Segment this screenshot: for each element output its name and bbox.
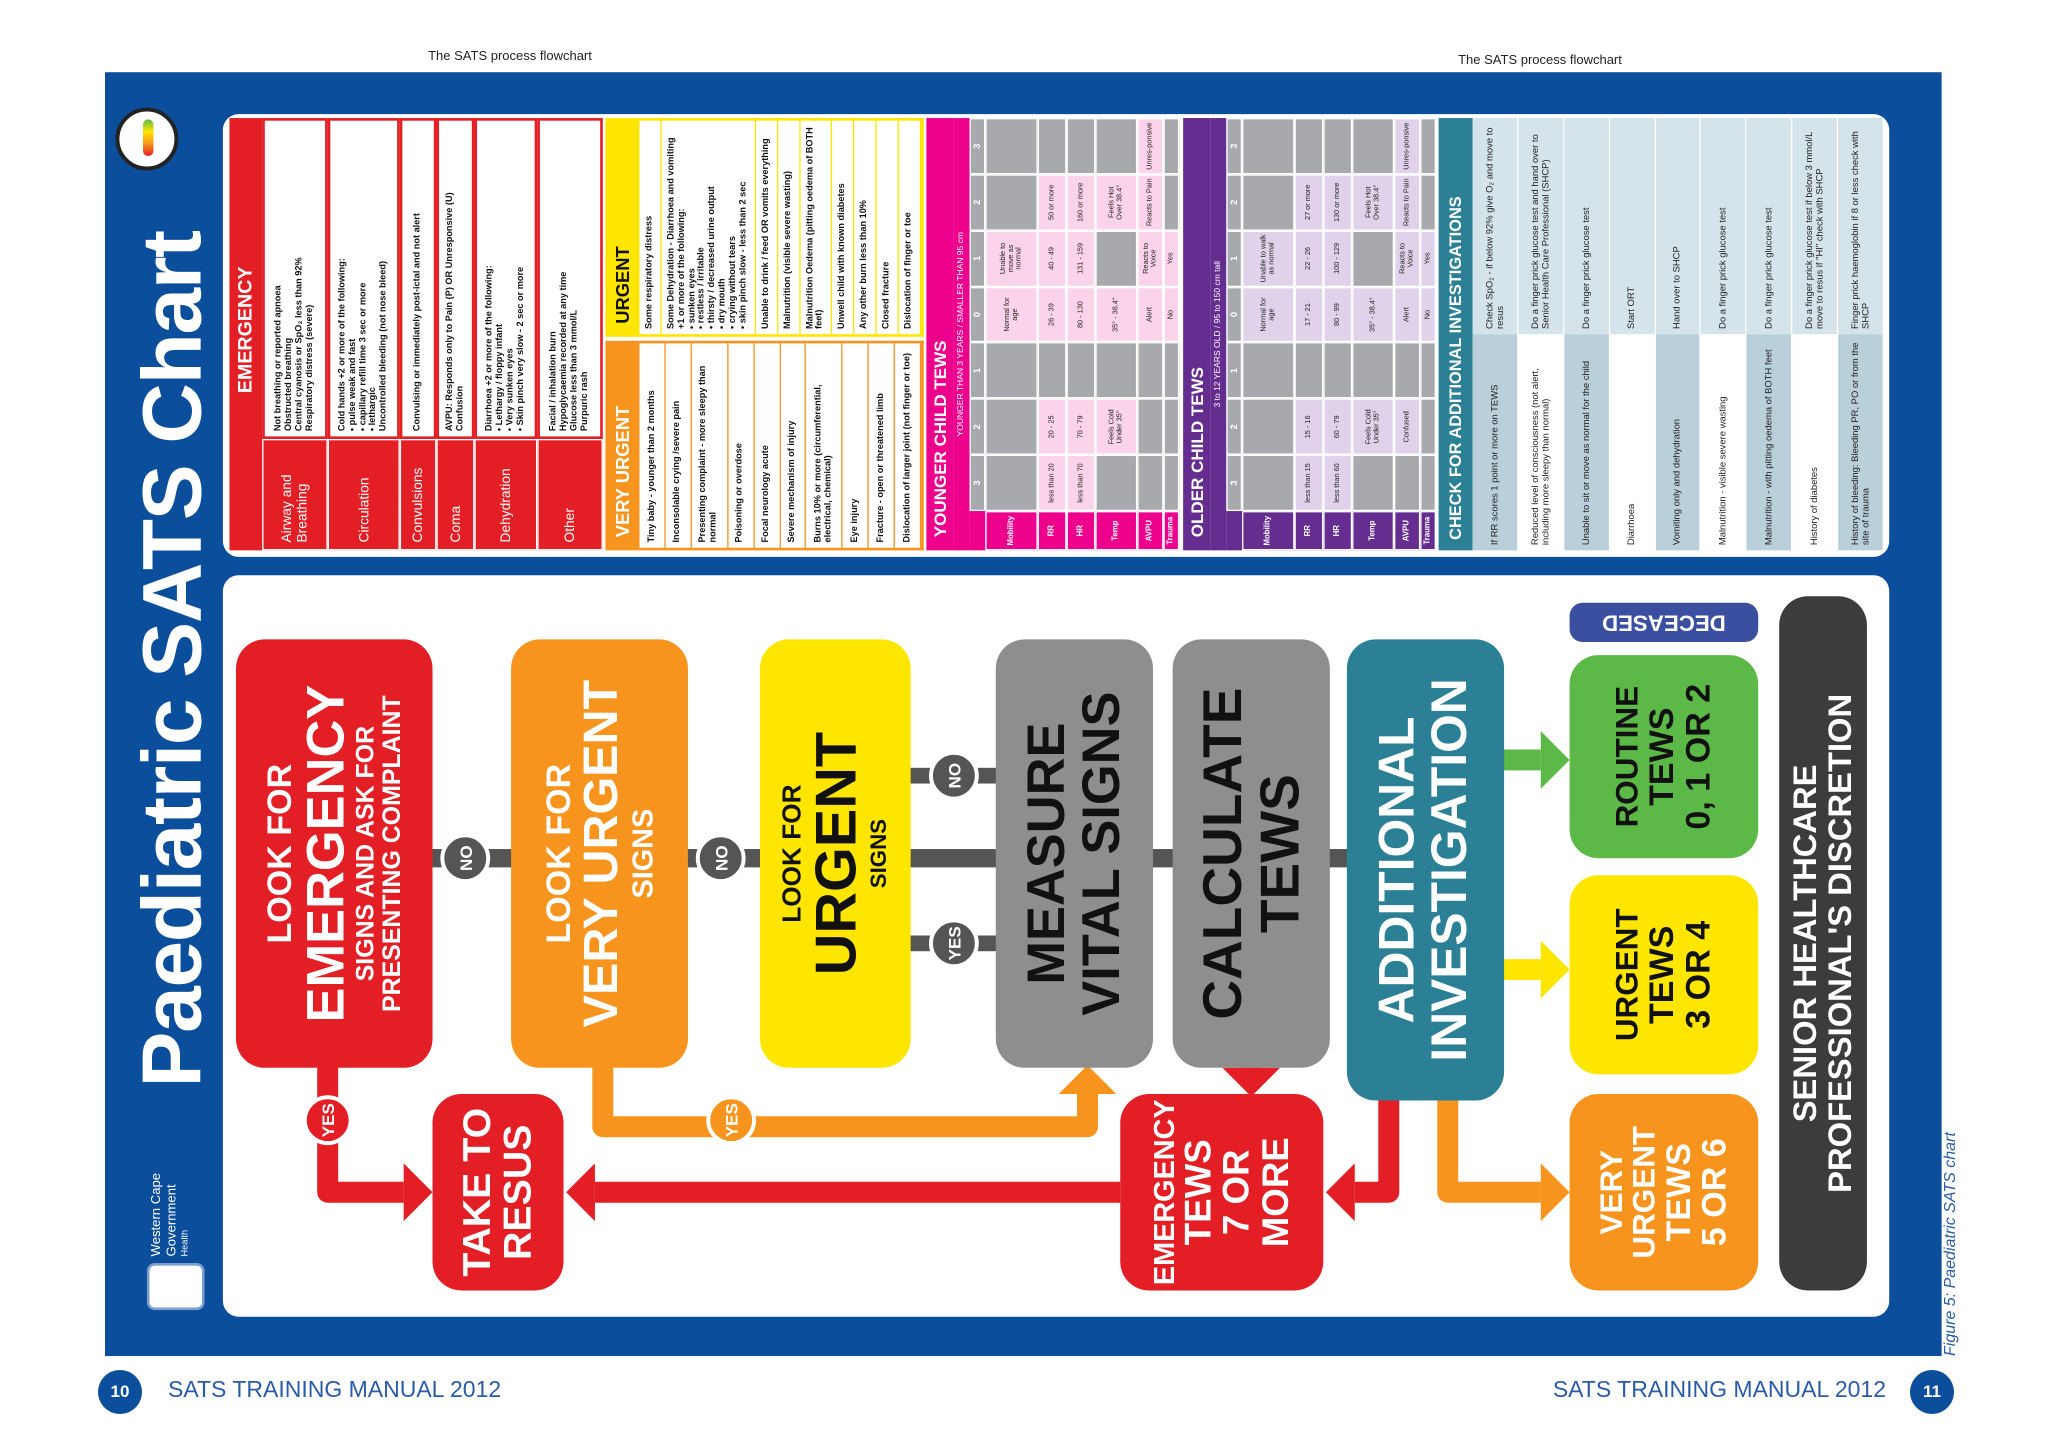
arrow-shaft <box>592 1065 1098 1138</box>
flow-box: TAKE TO RESUS <box>432 1094 564 1291</box>
flow-box: MEASURE VITAL SIGNS <box>995 639 1153 1068</box>
flow-text: INVESTIGATION <box>1422 678 1478 1062</box>
flow-text: 0, 1 OR 2 <box>1677 683 1718 830</box>
arrow-shaft <box>1437 1097 1541 1203</box>
flow-box: LOOK FOR URGENT SIGNS <box>760 639 911 1068</box>
flow-text: TAKE TO <box>455 1107 499 1277</box>
flow-text: RESUS <box>496 1124 540 1260</box>
flow-box: LOOK FOR EMERGENCY SIGNS AND ASK FOR PRESE… <box>236 639 433 1068</box>
flow-box: URGENT TEWS 3 OR 4 <box>1569 875 1759 1075</box>
arrow-head <box>1058 1065 1117 1095</box>
flow-box: ROUTINE TEWS 0, 1 OR 2 <box>1569 655 1759 859</box>
flow-text: TEWS <box>1177 1139 1219 1246</box>
connector-badge: NO <box>928 750 979 801</box>
flow-text: ROUTINE <box>1610 685 1646 828</box>
flow-text: VITAL SIGNS <box>1073 691 1131 1016</box>
flow-text: SENIOR HEALTHCARE <box>1787 764 1825 1123</box>
flow-text: LOOK FOR <box>260 763 300 944</box>
flow-box: LOOK FOR VERY URGENT SIGNS <box>511 639 688 1068</box>
flow-text: URGENT <box>804 731 869 976</box>
flow-text: SIGNS AND ASK FOR PRESENTING COMPLAINT <box>352 695 406 1012</box>
flow-text: PROFESSIONAL'S DISCRETION <box>1821 693 1859 1193</box>
flow-text: MORE <box>1254 1137 1296 1248</box>
flow-text: TEWS <box>1248 774 1311 934</box>
connector-badge: YES <box>706 1095 757 1146</box>
page-number: 11 <box>1910 1370 1954 1414</box>
flow-text: URGENT <box>1610 908 1646 1042</box>
arrow-head <box>1222 1067 1281 1097</box>
arrow-head <box>403 1163 433 1222</box>
arrow-head <box>1540 940 1570 999</box>
arrow-head <box>1540 1163 1570 1222</box>
flow-text: EMERGENCY <box>297 684 355 1023</box>
flow-text: 5 OR 6 <box>1694 1138 1734 1247</box>
arrow-head <box>1325 1163 1355 1222</box>
flow-text: MEASURE <box>1018 722 1076 985</box>
flow-box: EMERGENCY TEWS 7 OR MORE <box>1120 1094 1324 1291</box>
flow-text: LOOK FOR <box>538 763 578 944</box>
flow-text: SIGNS <box>626 808 660 899</box>
connector-badge: NO <box>440 833 491 884</box>
flow-box: ADDITIONAL INVESTIGATION <box>1346 639 1505 1101</box>
footer-title: SATS TRAINING MANUAL 2012 <box>1552 1376 1886 1402</box>
flow-text: ADDITIONAL <box>1370 716 1426 1024</box>
flow-text: 7 OR <box>1216 1149 1257 1236</box>
running-header: The SATS process flowchart <box>1458 52 1622 67</box>
running-header: The SATS process flowchart <box>428 48 592 63</box>
poster: Paediatric SATS Chart Western Cape Governm… <box>105 72 1942 1356</box>
page-number: 10 <box>98 1370 142 1414</box>
flow-text: VERY <box>1593 1150 1630 1235</box>
flow-text: LOOK FOR <box>778 784 808 923</box>
flow-text: TEWS <box>1642 925 1682 1024</box>
flow-text: SIGNS <box>866 818 892 889</box>
footer-title: SATS TRAINING MANUAL 2012 <box>168 1376 502 1402</box>
figure-caption: Figure 5: Paediatric SATS chart <box>1942 1132 1959 1356</box>
connector-badge: YES <box>928 918 979 969</box>
flow-text: EMERGENCY <box>1147 1099 1181 1286</box>
connector-badge: NO <box>695 833 746 884</box>
flow-box: SENIOR HEALTHCARE PROFESSIONAL'S DISCRETI… <box>1779 596 1867 1291</box>
deceased-pill: DECEASED <box>1569 602 1759 643</box>
flow-text: TEWS <box>1658 1143 1698 1242</box>
arrow-head <box>1540 731 1570 789</box>
flow-box: VERY URGENT TEWS 5 OR 6 <box>1569 1094 1759 1291</box>
flow-text: TEWS <box>1642 707 1682 806</box>
flow-text: CALCULATE <box>1190 687 1253 1020</box>
arrow-head <box>566 1163 595 1222</box>
flow-text: URGENT <box>1626 1125 1663 1259</box>
arrow-shaft <box>1354 1097 1400 1203</box>
flow-text: 3 OR 4 <box>1677 920 1718 1029</box>
flow-box: CALCULATE TEWS <box>1172 639 1330 1068</box>
deceased-text: DECEASED <box>1602 610 1726 636</box>
flow-text: VERY URGENT <box>574 679 628 1028</box>
connector-badge: YES <box>302 1095 353 1146</box>
